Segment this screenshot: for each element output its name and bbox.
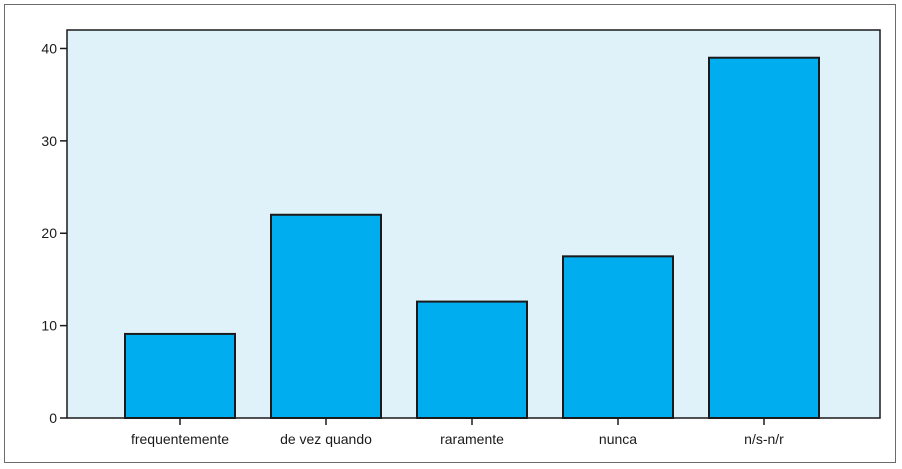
bars-group (124, 56, 820, 420)
bar-nunca (562, 255, 674, 420)
y-axis: 0 10 20 30 40 (41, 40, 67, 426)
y-tick-label: 10 (41, 318, 57, 334)
bar-frequentemente (124, 332, 236, 419)
bar-n-s-n-r (708, 56, 820, 419)
y-tick-label: 20 (41, 225, 57, 241)
y-tick-label: 0 (49, 410, 57, 426)
x-axis: frequentemente de vez quando raramente nunc… (131, 418, 784, 447)
y-tick-label: 40 (41, 40, 57, 56)
x-tick-label: de vez quando (280, 431, 372, 447)
bar-de-vez-quando (270, 213, 382, 419)
y-tick-label: 30 (41, 133, 57, 149)
bar-raramente (416, 300, 528, 420)
x-tick-label: raramente (440, 431, 504, 447)
x-tick-label: nunca (599, 431, 637, 447)
x-tick-label: frequentemente (131, 431, 229, 447)
x-tick-label: n/s-n/r (744, 431, 784, 447)
